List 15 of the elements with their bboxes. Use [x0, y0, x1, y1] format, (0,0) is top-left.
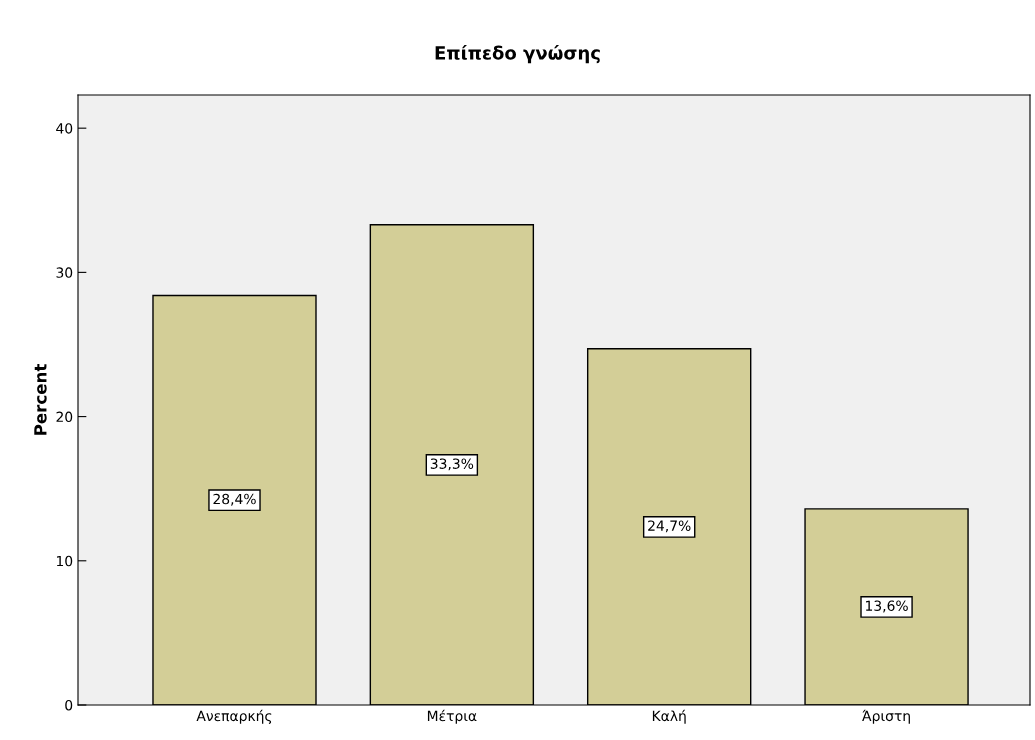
x-tick-label: Καλή — [652, 709, 686, 724]
chart-title: Επίπεδο γνώσης — [435, 45, 600, 64]
y-axis-title: Percent — [34, 364, 47, 435]
x-tick-label: Ανεπαρκής — [196, 709, 272, 724]
y-tick-label: 30 — [56, 267, 73, 278]
data-label: 13,6% — [866, 600, 908, 613]
data-label: 24,7% — [648, 520, 691, 533]
x-tick-label: Άριστη — [862, 709, 910, 724]
y-tick-label: 0 — [65, 699, 73, 711]
y-tick-label: 10 — [56, 555, 73, 567]
data-label: 28,4% — [213, 493, 256, 506]
data-label: 33,3% — [430, 458, 474, 471]
x-tick-label: Μέτρια — [427, 709, 477, 724]
y-tick-label: 40 — [56, 123, 73, 134]
y-tick-label: 20 — [56, 411, 73, 423]
